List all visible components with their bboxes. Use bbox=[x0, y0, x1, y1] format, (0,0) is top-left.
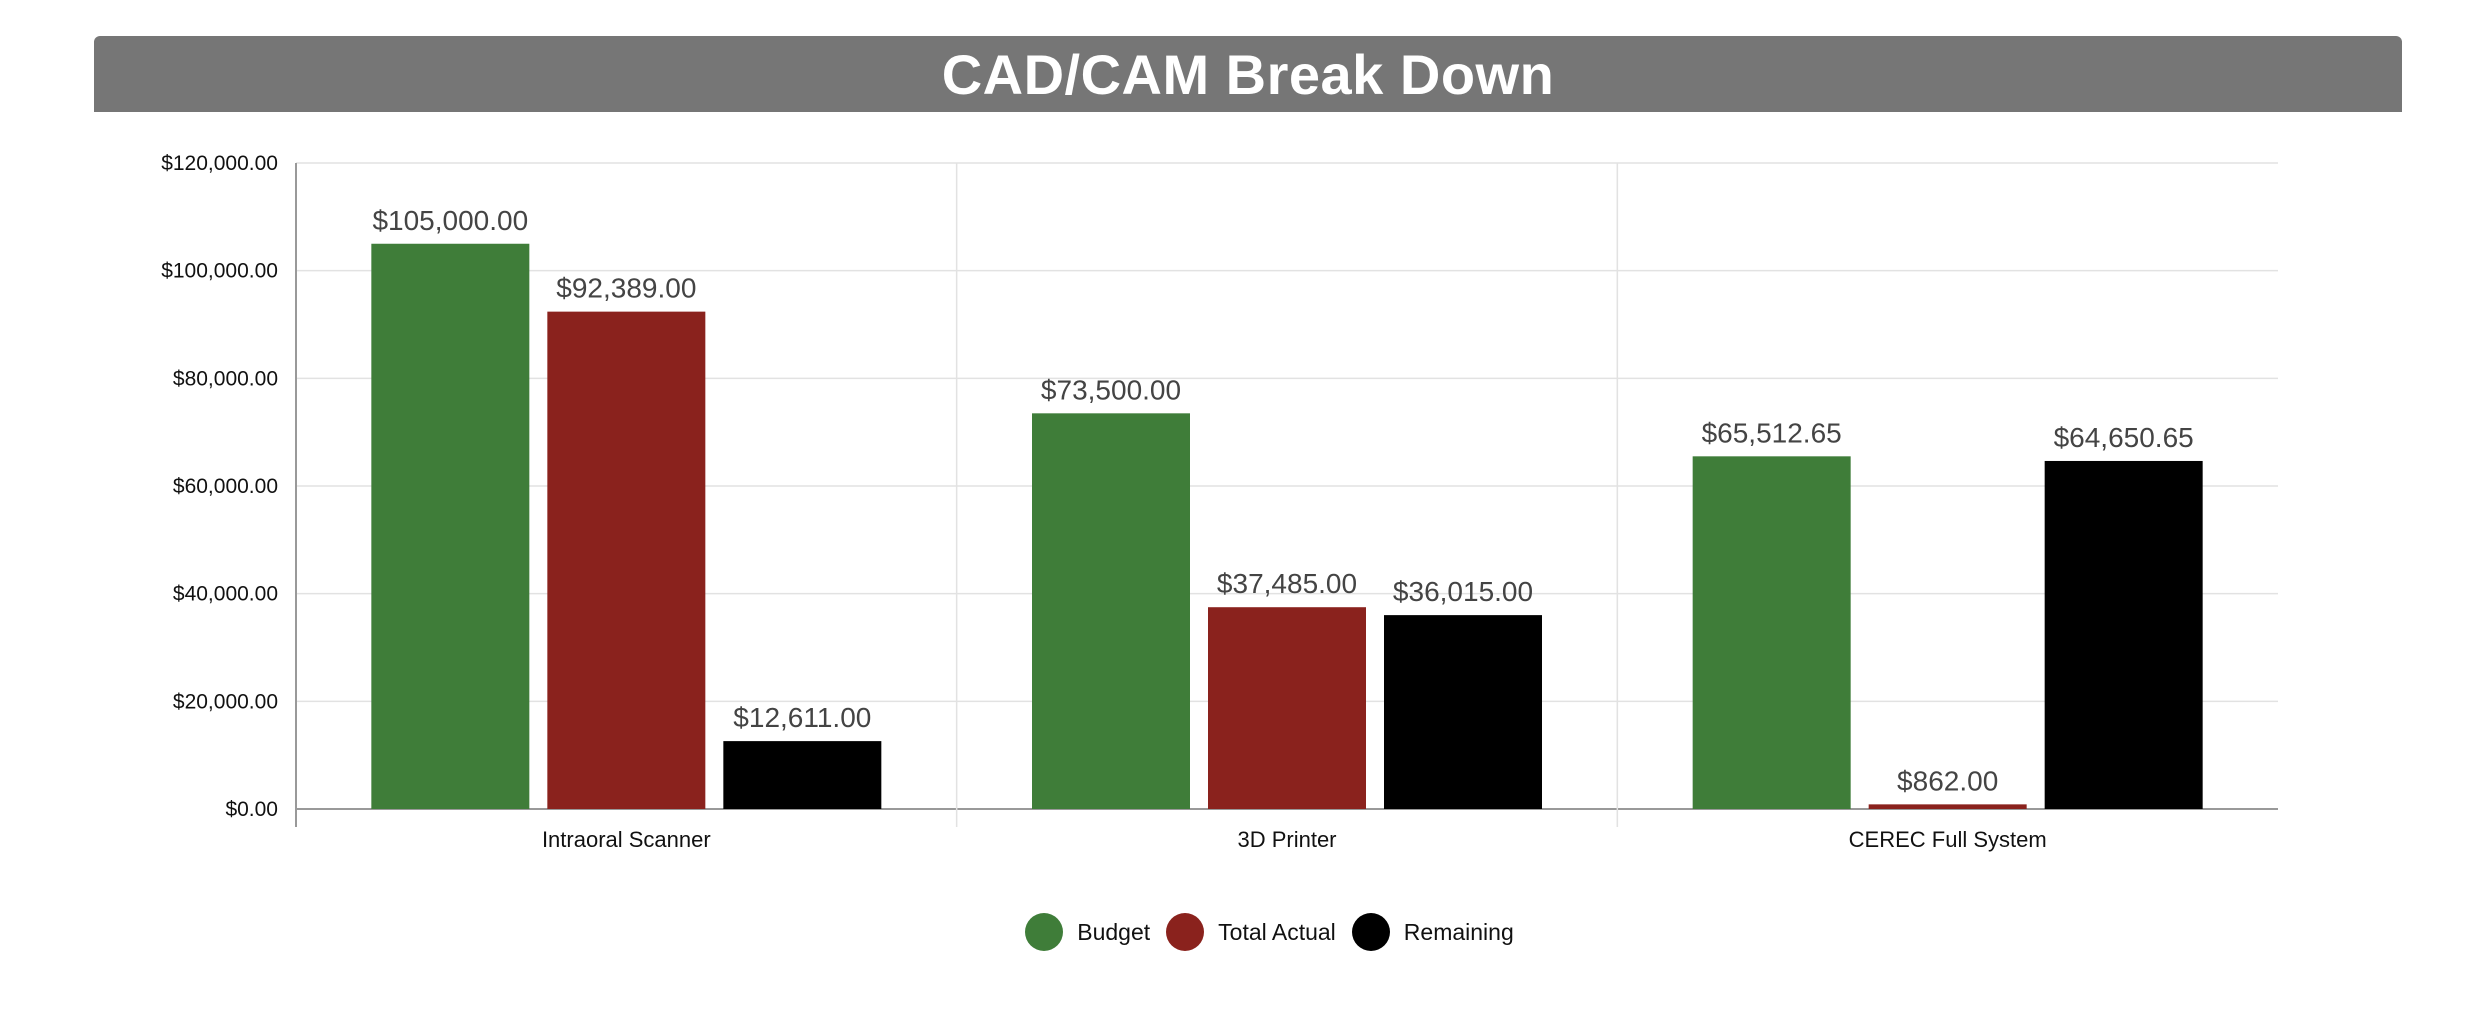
legend-swatch bbox=[1166, 913, 1205, 951]
data-label: $37,485.00 bbox=[1217, 568, 1357, 599]
category-label: CEREC Full System bbox=[1849, 827, 2047, 852]
data-label: $862.00 bbox=[1897, 765, 1998, 796]
bar-budget bbox=[1032, 413, 1190, 809]
y-tick-label: $60,000.00 bbox=[173, 475, 278, 498]
legend-item[interactable]: Budget bbox=[1025, 913, 1150, 951]
legend-label: Budget bbox=[1077, 918, 1151, 945]
legend-item[interactable]: Remaining bbox=[1351, 913, 1514, 951]
data-label: $64,650.65 bbox=[2054, 422, 2194, 453]
data-label: $105,000.00 bbox=[372, 205, 528, 236]
data-label: $92,389.00 bbox=[556, 273, 696, 304]
data-label: $73,500.00 bbox=[1041, 374, 1181, 405]
chart-legend: Budget Total Actual Remaining bbox=[0, 913, 2483, 951]
y-tick-label: $20,000.00 bbox=[173, 690, 278, 713]
bar-total-actual bbox=[547, 311, 706, 809]
bar-remaining bbox=[2044, 460, 2203, 809]
y-tick-label: $40,000.00 bbox=[173, 583, 278, 606]
bar-remaining bbox=[1384, 615, 1542, 809]
bar-budget bbox=[371, 243, 530, 809]
category-label: Intraoral Scanner bbox=[542, 827, 711, 852]
legend-swatch bbox=[1351, 913, 1390, 951]
legend-label: Remaining bbox=[1403, 918, 1514, 945]
data-label: $12,611.00 bbox=[733, 702, 871, 733]
legend-swatch bbox=[1025, 913, 1064, 951]
y-tick-label: $0.00 bbox=[225, 798, 278, 821]
bar-remaining bbox=[723, 741, 882, 809]
chart-title: CAD/CAM Break Down bbox=[941, 42, 1555, 106]
category-label: 3D Printer bbox=[1237, 827, 1336, 852]
y-tick-label: $80,000.00 bbox=[173, 367, 278, 390]
bar-total-actual bbox=[1208, 607, 1366, 809]
chart-title-bar: CAD/CAM Break Down bbox=[94, 36, 2402, 112]
legend-label: Total Actual bbox=[1218, 918, 1336, 945]
legend-item[interactable]: Total Actual bbox=[1166, 913, 1336, 951]
bar-total-actual bbox=[1868, 804, 2027, 809]
bar-budget bbox=[1692, 456, 1851, 809]
y-tick-label: $120,000.00 bbox=[161, 152, 278, 175]
y-tick-label: $100,000.00 bbox=[161, 260, 278, 283]
data-label: $36,015.00 bbox=[1393, 576, 1533, 607]
data-label: $65,512.65 bbox=[1702, 417, 1842, 448]
